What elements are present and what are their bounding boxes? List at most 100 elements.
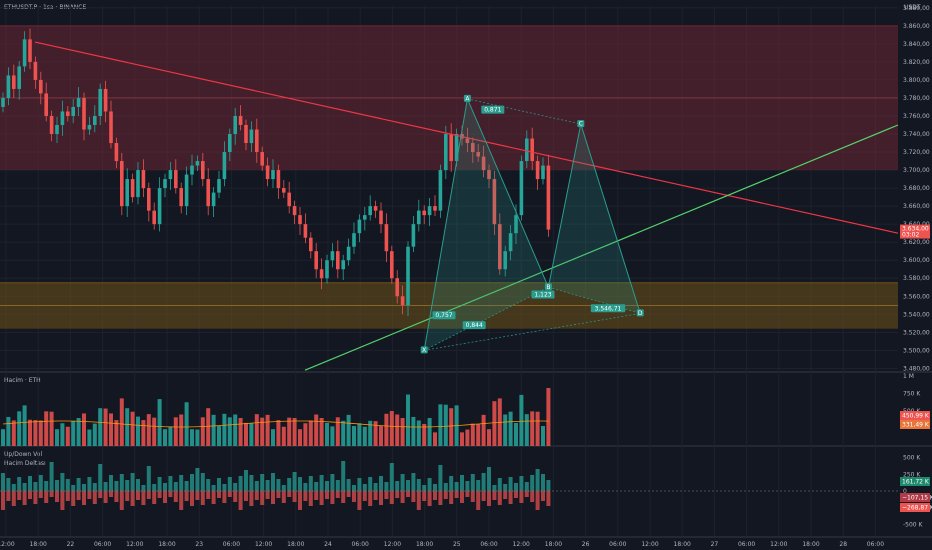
volume-bar bbox=[514, 422, 518, 446]
volume-bar bbox=[163, 429, 167, 446]
up-volume-bar bbox=[460, 475, 464, 491]
updown-pane-subtitle: Hacim Deltası bbox=[4, 460, 46, 467]
down-volume-bar bbox=[389, 491, 394, 504]
uptrend-line bbox=[304, 124, 899, 371]
volume-bar bbox=[17, 411, 22, 446]
candle-body bbox=[184, 174, 189, 207]
volume-bar bbox=[130, 411, 135, 446]
up-volume-bar bbox=[524, 482, 529, 491]
down-volume-bar bbox=[206, 491, 211, 499]
harmonic-point-label: D bbox=[638, 310, 643, 317]
updown-badge-1 bbox=[900, 477, 930, 486]
up-volume-bar bbox=[238, 476, 243, 491]
time-tick-label: 06:00 bbox=[352, 541, 369, 548]
candle-body bbox=[1, 97, 5, 107]
currency-label[interactable]: USDT bbox=[904, 4, 921, 11]
volume-bar bbox=[303, 423, 308, 446]
volume-bar bbox=[206, 408, 211, 446]
candle-body bbox=[438, 170, 443, 211]
price-tick-label: 3.720,00 bbox=[903, 149, 930, 156]
up-volume-bar bbox=[298, 477, 302, 491]
volume-bar bbox=[200, 417, 205, 446]
harmonic-ratio-line bbox=[424, 313, 641, 351]
down-volume-bar bbox=[281, 491, 286, 503]
down-volume-bar bbox=[184, 491, 189, 501]
volume-bar bbox=[438, 404, 443, 446]
volume-badge-label: 331,49 K bbox=[902, 422, 930, 429]
down-volume-bar bbox=[514, 491, 518, 498]
price-tick-label: 3.520,00 bbox=[903, 329, 930, 336]
up-volume-bar bbox=[265, 480, 270, 491]
up-volume-bar bbox=[400, 474, 405, 491]
candle-body bbox=[525, 138, 529, 162]
candle-body bbox=[265, 165, 270, 180]
down-volume-bar bbox=[141, 491, 146, 505]
harmonic-point-badge bbox=[420, 346, 428, 354]
volume-bar bbox=[49, 411, 54, 446]
volume-bar bbox=[44, 411, 49, 446]
time-tick-label: 24 bbox=[324, 541, 332, 548]
volume-bar bbox=[292, 418, 297, 446]
volume-pane-title: Hacim · ETH bbox=[4, 377, 41, 384]
candle-body bbox=[309, 237, 313, 252]
up-volume-bar bbox=[233, 483, 238, 491]
up-volume-bar bbox=[184, 481, 189, 491]
down-volume-bar bbox=[179, 491, 184, 510]
candle-body bbox=[228, 134, 232, 153]
down-volume-bar bbox=[541, 491, 545, 501]
time-tick-label: 06:00 bbox=[867, 541, 884, 548]
countdown-label: 03:02 bbox=[902, 232, 919, 239]
up-volume-bar bbox=[465, 481, 470, 491]
down-volume-bar bbox=[22, 491, 27, 505]
candle-body bbox=[136, 170, 140, 198]
time-tick-label: 18:00 bbox=[545, 541, 562, 548]
candle-body bbox=[260, 152, 264, 166]
candle-body bbox=[76, 97, 81, 107]
down-volume-bar bbox=[335, 491, 340, 498]
time-tick-label: 18:00 bbox=[674, 541, 691, 548]
time-tick-label: 06:00 bbox=[738, 541, 755, 548]
candle-body bbox=[487, 170, 491, 180]
volume-bar bbox=[109, 413, 113, 446]
down-volume-bar bbox=[200, 491, 205, 505]
up-volume-bar bbox=[38, 475, 43, 491]
volume-bar bbox=[265, 414, 270, 446]
candle-body bbox=[157, 188, 162, 225]
up-volume-bar bbox=[92, 483, 97, 491]
volume-bar bbox=[416, 420, 421, 446]
candle-body bbox=[12, 75, 16, 89]
volume-bar bbox=[157, 399, 162, 446]
down-volume-bar bbox=[314, 491, 319, 500]
up-volume-bar bbox=[325, 481, 329, 491]
candle-body bbox=[44, 93, 48, 116]
up-volume-bar bbox=[179, 475, 184, 491]
ratio-badge bbox=[590, 304, 626, 313]
down-volume-bar bbox=[173, 491, 178, 502]
volume-bar bbox=[82, 413, 86, 446]
up-volume-bar bbox=[481, 473, 486, 491]
candle-body bbox=[481, 156, 486, 171]
up-volume-bar bbox=[519, 476, 524, 491]
candle-body bbox=[39, 79, 43, 94]
volume-bar bbox=[357, 423, 362, 446]
time-tick-label: 25 bbox=[453, 541, 461, 548]
down-volume-bar bbox=[341, 491, 346, 503]
candle-body bbox=[201, 161, 205, 180]
harmonic-ratio-line bbox=[467, 98, 581, 125]
ratio-label: 0,844 bbox=[466, 322, 483, 329]
volume-bar bbox=[287, 417, 292, 446]
down-volume-bar bbox=[308, 491, 313, 506]
last-price-label: 3.634,00 bbox=[902, 226, 929, 233]
up-volume-bar bbox=[17, 477, 22, 491]
candle-body bbox=[211, 192, 216, 207]
candle-body bbox=[195, 161, 200, 166]
harmonic-point-c: C bbox=[577, 120, 585, 128]
price-tick-label: 3.740,00 bbox=[903, 131, 930, 138]
volume-bar bbox=[71, 420, 76, 446]
down-volume-bar bbox=[65, 491, 70, 501]
candle-body bbox=[373, 206, 378, 211]
candle-body bbox=[168, 170, 173, 180]
volume-bar bbox=[60, 423, 65, 446]
time-tick-label: 18:00 bbox=[287, 541, 304, 548]
